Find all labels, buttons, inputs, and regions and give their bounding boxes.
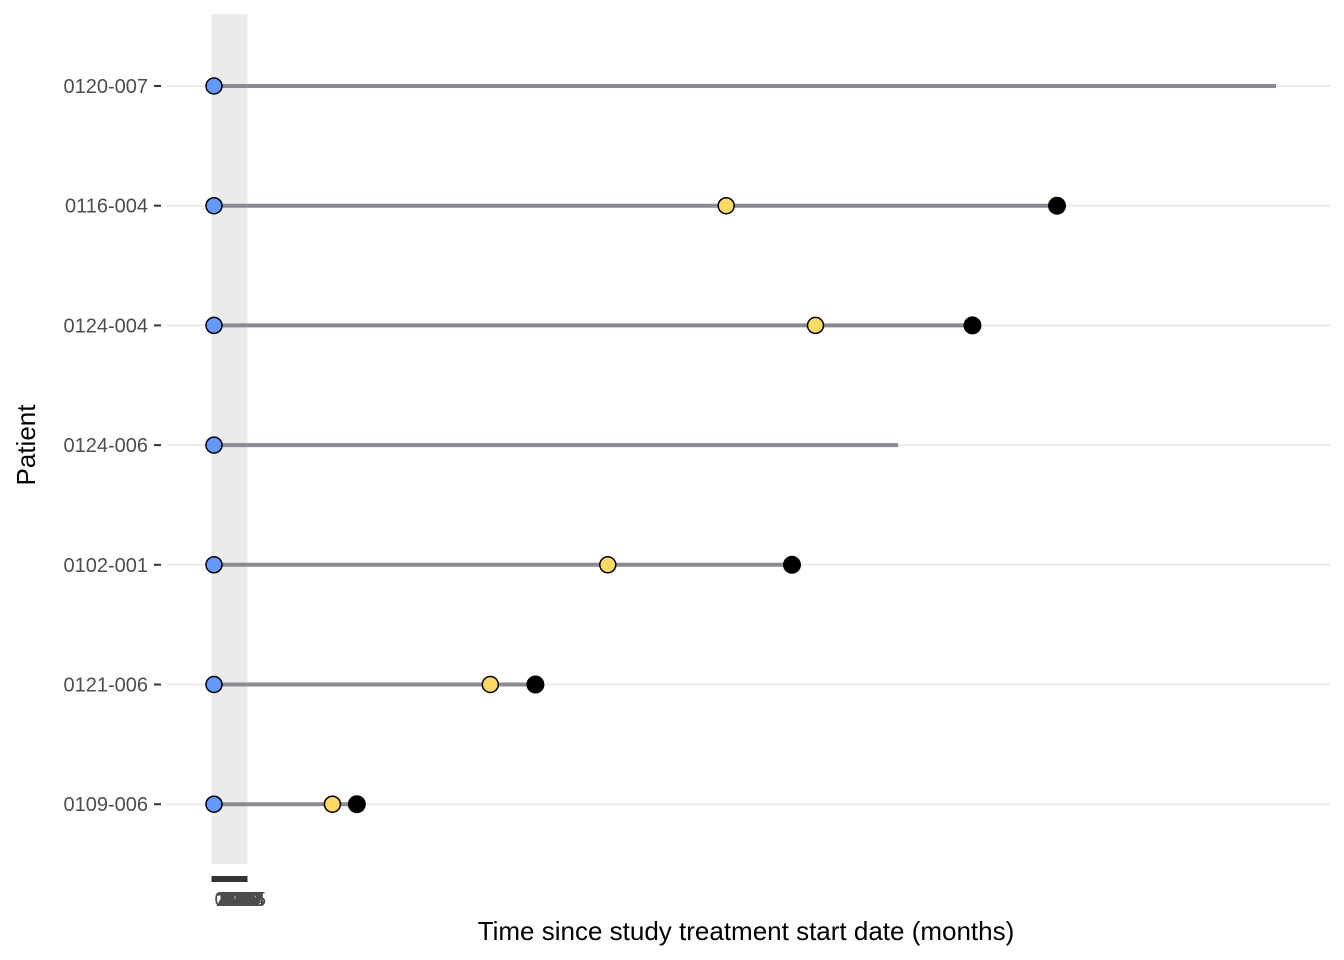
start-point [205,196,223,215]
start-point [205,77,223,95]
y-axis-title: Patient [11,404,41,486]
x-tick-label: 14 [223,889,245,911]
y-tick-label: 0116-004 [65,196,148,218]
x-gridlines [211,14,248,864]
event-point [323,795,342,813]
y-axis: 0120-007 0116-004 0124-004 0124-006 0102-001… [63,76,161,816]
x-tick-label: 15 [224,889,246,911]
y-tick-label: 0121-006 [63,675,148,697]
x-tick-label: 7 [221,889,232,911]
x-tick-label: 22 [231,889,253,911]
x-tick-label: 2 [216,889,227,911]
x-tick-label: 17 [226,889,248,911]
x-tick-label: 20 [229,889,251,911]
event-point [599,556,617,574]
event-points [205,77,1067,814]
x-tick-label: 21 [230,889,252,911]
y-tick-label: 0102-001 [63,555,148,577]
end-point [347,795,366,814]
start-point [205,795,223,813]
x-tick-label: 5 [219,889,230,911]
x-tick-label: 9 [223,889,234,911]
x-axis-title: Time since study treatment start date (m… [478,916,1015,946]
event-point [481,675,500,694]
x-tick-label: 18 [227,889,249,911]
y-tick-label: 0124-006 [63,435,148,457]
x-tick-label: 29 [238,889,260,911]
x-tick-label: 6 [220,889,231,911]
x-tick-label: 24 [233,889,255,911]
x-tick-label: 26 [235,889,257,911]
x-tick-label: 33 [242,889,264,911]
x-tick-label: 28 [237,889,259,911]
x-tick-label: 31 [240,889,262,911]
start-point [205,556,223,574]
x-tick-label: 10 [219,889,241,911]
event-point [806,316,825,335]
x-tick-label: 30 [239,889,261,911]
y-tick-label: 0109-006 [63,794,148,816]
x-tick-label: 1 [215,889,226,911]
end-point [526,675,545,694]
x-tick-label: 0 [214,889,225,911]
x-axis: 0123456789101112131415161718192021222324… [211,876,266,911]
end-point [1048,196,1067,215]
x-tick-label: 35 [244,889,266,911]
x-tick-label: 11 [221,889,242,911]
start-point [205,316,223,335]
start-point [205,436,223,454]
end-point [963,316,982,335]
x-tick-label: 27 [236,889,258,911]
x-tick-label: 25 [234,889,256,911]
x-tick-label: 32 [241,889,263,911]
y-tick-label: 0120-007 [63,76,148,98]
x-tick-label: 13 [222,889,244,911]
x-tick-label: 8 [222,889,233,911]
patient-segments [214,84,1276,807]
event-point [717,196,735,215]
y-tick-label: 0124-004 [63,315,148,337]
end-point [782,555,801,574]
x-tick-label: 19 [228,889,250,911]
x-tick-label: 12 [221,889,243,911]
x-tick-label: 34 [243,889,265,911]
start-point [205,675,223,694]
x-tick-label: 23 [232,889,254,911]
x-tick-label: 16 [225,889,247,911]
x-tick-label: 4 [218,889,229,911]
x-tick-label: 3 [217,889,228,911]
